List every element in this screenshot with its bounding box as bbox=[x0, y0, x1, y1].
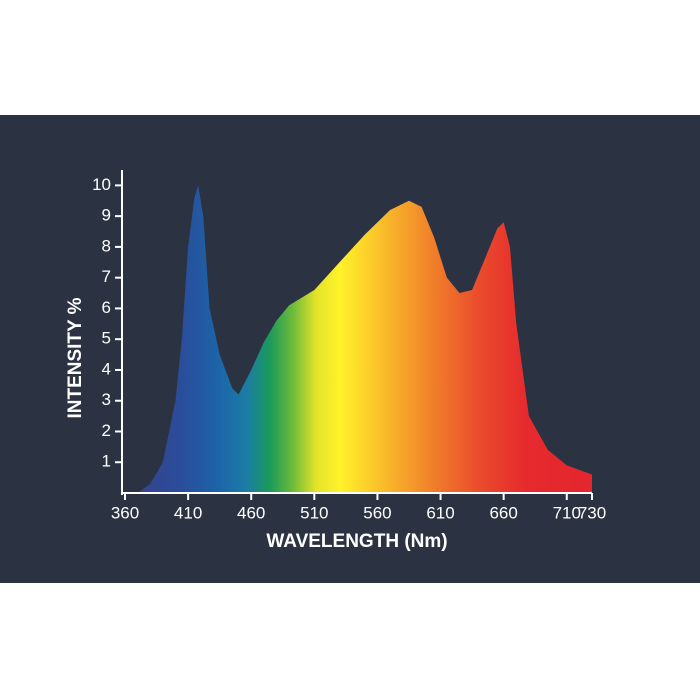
y-tick-label: 10 bbox=[92, 175, 111, 194]
y-tick-label: 3 bbox=[102, 390, 111, 409]
x-tick-label: 460 bbox=[237, 503, 265, 522]
x-tick-label: 360 bbox=[111, 503, 139, 522]
x-tick-label: 710 bbox=[553, 503, 581, 522]
x-tick-label: 410 bbox=[174, 503, 202, 522]
x-tick-label: 610 bbox=[426, 503, 454, 522]
y-tick-label: 5 bbox=[102, 329, 111, 348]
x-tick-label: 730 bbox=[578, 503, 606, 522]
x-tick-label: 660 bbox=[489, 503, 517, 522]
y-tick-label: 9 bbox=[102, 206, 111, 225]
x-tick-label: 510 bbox=[300, 503, 328, 522]
y-tick-label: 2 bbox=[102, 421, 111, 440]
spectrum-area bbox=[137, 185, 592, 493]
y-tick-label: 7 bbox=[102, 267, 111, 286]
x-axis-title: WAVELENGTH (Nm) bbox=[266, 531, 447, 552]
y-tick-label: 1 bbox=[102, 452, 111, 471]
y-tick-label: 6 bbox=[102, 298, 111, 317]
y-axis-title: INTENSITY % bbox=[65, 297, 86, 418]
y-tick-label: 8 bbox=[102, 236, 111, 255]
x-tick-label: 560 bbox=[363, 503, 391, 522]
y-tick-label: 4 bbox=[102, 359, 111, 378]
